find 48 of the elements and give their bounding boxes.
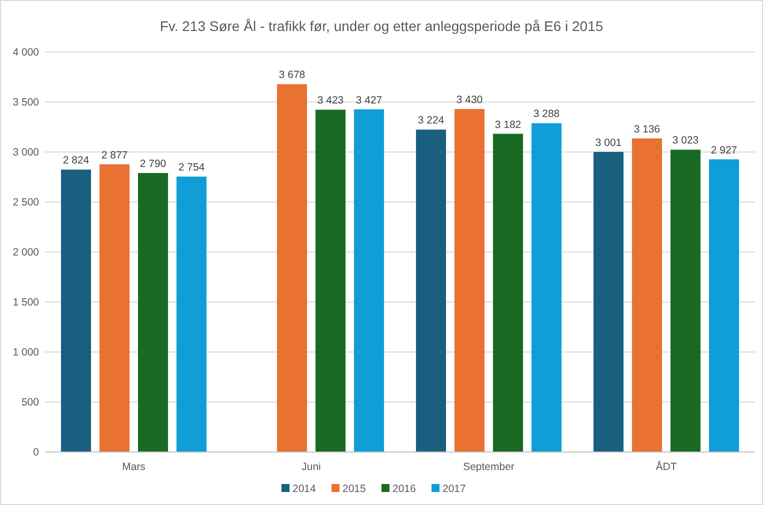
data-label: 3 288 — [533, 108, 560, 120]
x-tick-label: ÅDT — [656, 460, 678, 473]
bar — [708, 159, 740, 452]
bar — [670, 150, 701, 452]
y-tick-label: 4 000 — [12, 46, 40, 59]
y-tick-label: 2 000 — [12, 246, 40, 259]
legend-label: 2015 — [342, 483, 366, 495]
data-label: 3 678 — [278, 69, 306, 82]
data-label: 3 182 — [494, 118, 522, 131]
bar — [531, 123, 562, 452]
bar — [176, 176, 207, 452]
x-tick-label: Mars — [122, 461, 146, 473]
bar — [454, 109, 485, 452]
bar — [593, 152, 624, 452]
data-label: 2 877 — [101, 149, 128, 162]
legend-label: 2014 — [292, 483, 316, 495]
bar — [315, 110, 346, 452]
x-tick-label: Juni — [302, 461, 321, 473]
data-label: 3 224 — [418, 114, 444, 127]
data-label: 3 023 — [672, 134, 699, 147]
x-tick-label: September — [463, 461, 515, 473]
data-label: 3 001 — [595, 136, 622, 149]
bar — [632, 138, 662, 452]
legend-label: 2017 — [442, 483, 466, 495]
y-tick-label: 3 000 — [12, 146, 40, 159]
data-label: 2 824 — [62, 154, 90, 167]
y-tick-label: 1 000 — [12, 346, 40, 359]
bar — [492, 134, 524, 452]
bar — [99, 164, 130, 452]
data-label: 3 427 — [356, 94, 382, 106]
bar — [416, 130, 446, 452]
bar — [60, 170, 92, 452]
data-label: 3 423 — [317, 94, 344, 107]
data-label: 2 790 — [140, 158, 166, 170]
bar — [354, 109, 384, 452]
bar — [138, 173, 168, 452]
y-tick-label: 3 500 — [12, 96, 40, 109]
y-tick-label: 500 — [21, 396, 40, 409]
y-tick-label: 1 500 — [12, 296, 40, 309]
chart-title: Fv. 213 Søre Ål - trafikk før, under og etter anleggsperiode på E6 i 2015 — [160, 18, 604, 34]
y-tick-label: 2 500 — [12, 196, 40, 209]
bar — [276, 84, 308, 452]
data-label: 3 430 — [456, 94, 483, 106]
data-label: 2 927 — [710, 144, 738, 156]
y-tick-label: 0 — [33, 446, 40, 459]
data-label: 2 754 — [178, 162, 205, 174]
data-label: 3 136 — [634, 123, 660, 136]
legend-label: 2016 — [392, 483, 416, 495]
